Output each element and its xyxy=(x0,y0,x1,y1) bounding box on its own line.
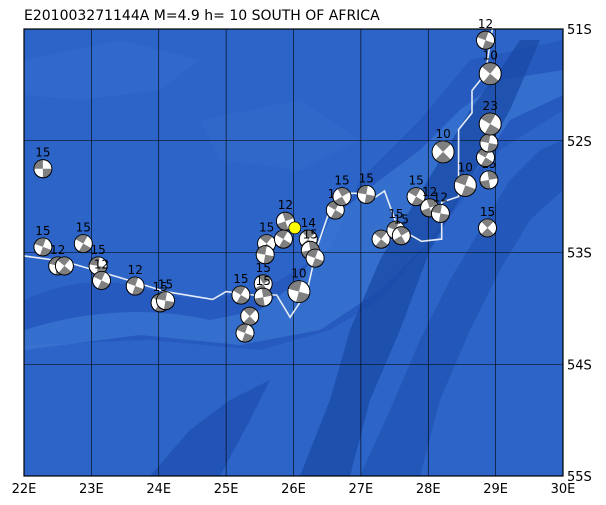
focal-mechanism-beachball: 23 xyxy=(478,99,502,136)
latitude-labels: 51S 52S 53S 54S 55S xyxy=(567,23,592,485)
mechanism-depth-label: 15 xyxy=(35,224,50,238)
longitude-label: 28E xyxy=(416,482,441,497)
focal-mechanism-beachball: 15 xyxy=(231,272,251,305)
latitude-label: 55S xyxy=(567,470,592,485)
mechanism-depth-label: 15 xyxy=(35,146,50,160)
longitude-label: 26E xyxy=(281,482,306,497)
mechanism-depth-label: 15 xyxy=(152,280,167,294)
mechanism-depth-label: 15 xyxy=(256,274,271,288)
mechanism-depth-label: 12 xyxy=(278,198,293,212)
mechanism-depth-label: 12 xyxy=(433,190,448,204)
longitude-label: 25E xyxy=(214,482,239,497)
latitude-label: 51S xyxy=(567,23,592,38)
longitude-labels: 22E 23E 24E 25E 26E 27E 28E 29E 30E xyxy=(12,482,576,497)
focal-mechanism-beachball: 12 xyxy=(420,185,440,218)
map-title: E201003271144A M=4.9 h= 10 SOUTH OF AFRI… xyxy=(24,8,380,24)
mechanism-depth-label: 10 xyxy=(291,267,306,281)
focal-mechanism-beachball: 15 xyxy=(478,205,497,238)
focal-mechanism-beachball: 10 xyxy=(453,160,477,197)
focal-mechanism-beachball: 15 xyxy=(406,174,426,207)
focal-mechanism-beachball: 15 xyxy=(356,171,376,205)
focal-mechanism-beachball: 15 xyxy=(391,213,411,246)
mechanism-depth-label: 12 xyxy=(94,257,109,271)
mechanism-depth-label: 15 xyxy=(90,243,105,257)
focal-mechanism-beachball: 15 xyxy=(33,146,53,179)
longitude-label: 30E xyxy=(551,482,576,497)
mechanism-depth-label: 12 xyxy=(422,185,437,199)
focal-mechanism-beachball xyxy=(255,245,275,265)
mechanism-depth-label: 15 xyxy=(303,227,318,241)
focal-mechanism-beachball: 10 xyxy=(287,267,311,304)
focal-mechanism-beachball xyxy=(476,148,495,168)
mechanism-depth-label: 15 xyxy=(233,272,248,286)
mechanism-depth-label: 15 xyxy=(394,213,409,227)
mechanism-depth-label: 23 xyxy=(483,99,498,113)
mechanism-depth-label: 15 xyxy=(408,174,423,188)
longitude-label: 27E xyxy=(348,482,373,497)
focal-mechanism-beachball: 15 xyxy=(33,224,53,257)
mechanism-depth-label: 12 xyxy=(128,263,143,277)
mechanism-depth-label: 15 xyxy=(259,221,274,235)
mechanism-depth-label: 10 xyxy=(458,160,473,174)
mechanism-depth-label: 15 xyxy=(76,221,91,235)
mechanism-depth-label: 15 xyxy=(334,174,349,188)
mechanism-depth-label: 15 xyxy=(158,278,173,292)
focal-mechanism-beachball: 10 xyxy=(431,127,455,164)
mechanism-depth-label: 10 xyxy=(435,127,450,141)
focal-mechanism-beachball xyxy=(305,248,325,268)
longitude-label: 29E xyxy=(483,482,508,497)
focal-mechanism-beachball: 12 xyxy=(92,257,111,291)
mechanism-depth-label: 14 xyxy=(301,216,316,230)
longitude-label: 24E xyxy=(146,482,171,497)
latitude-label: 52S xyxy=(567,135,592,150)
mechanism-depth-label: 15 xyxy=(359,171,374,185)
focal-mechanism-beachball: 15 xyxy=(253,274,273,307)
focal-mechanism-beachball: 10 xyxy=(478,49,502,86)
map-frame xyxy=(23,28,564,477)
longitude-label: 22E xyxy=(12,482,37,497)
focal-mechanism-beachball xyxy=(371,229,391,249)
focal-mechanism-beachball: 12 xyxy=(125,263,145,296)
focal-mechanism-beachball: 15 xyxy=(479,157,499,190)
mechanism-depth-label: 10 xyxy=(483,49,498,63)
longitude-label: 23E xyxy=(79,482,104,497)
mechanism-depth-label: 15 xyxy=(256,261,271,275)
mechanism-depth-label: 15 xyxy=(388,207,403,221)
focal-mechanism-beachball: 15 xyxy=(73,221,93,254)
focal-mechanism-beachball xyxy=(273,229,293,249)
focal-mechanism-beachball xyxy=(235,323,255,343)
focal-mechanism-markers: 1515151215121215151515151512101415121515… xyxy=(33,17,502,343)
latitude-label: 53S xyxy=(567,247,592,262)
mechanism-depth-label: 15 xyxy=(480,205,495,219)
mechanism-depth-label: 12 xyxy=(50,243,65,257)
focal-mechanism-beachball xyxy=(55,256,74,276)
focal-mechanism-beachball: 15 xyxy=(332,174,352,207)
focal-mechanism-beachball: 15 xyxy=(156,278,175,311)
star-event-marker xyxy=(288,221,302,235)
focal-mechanism-beachball xyxy=(240,306,260,326)
latitude-label: 54S xyxy=(567,358,592,373)
mechanism-depth-label: 12 xyxy=(478,17,493,31)
focal-mechanism-beachball: 12 xyxy=(430,190,450,224)
focal-mechanism-beachball: 12 xyxy=(476,17,495,50)
